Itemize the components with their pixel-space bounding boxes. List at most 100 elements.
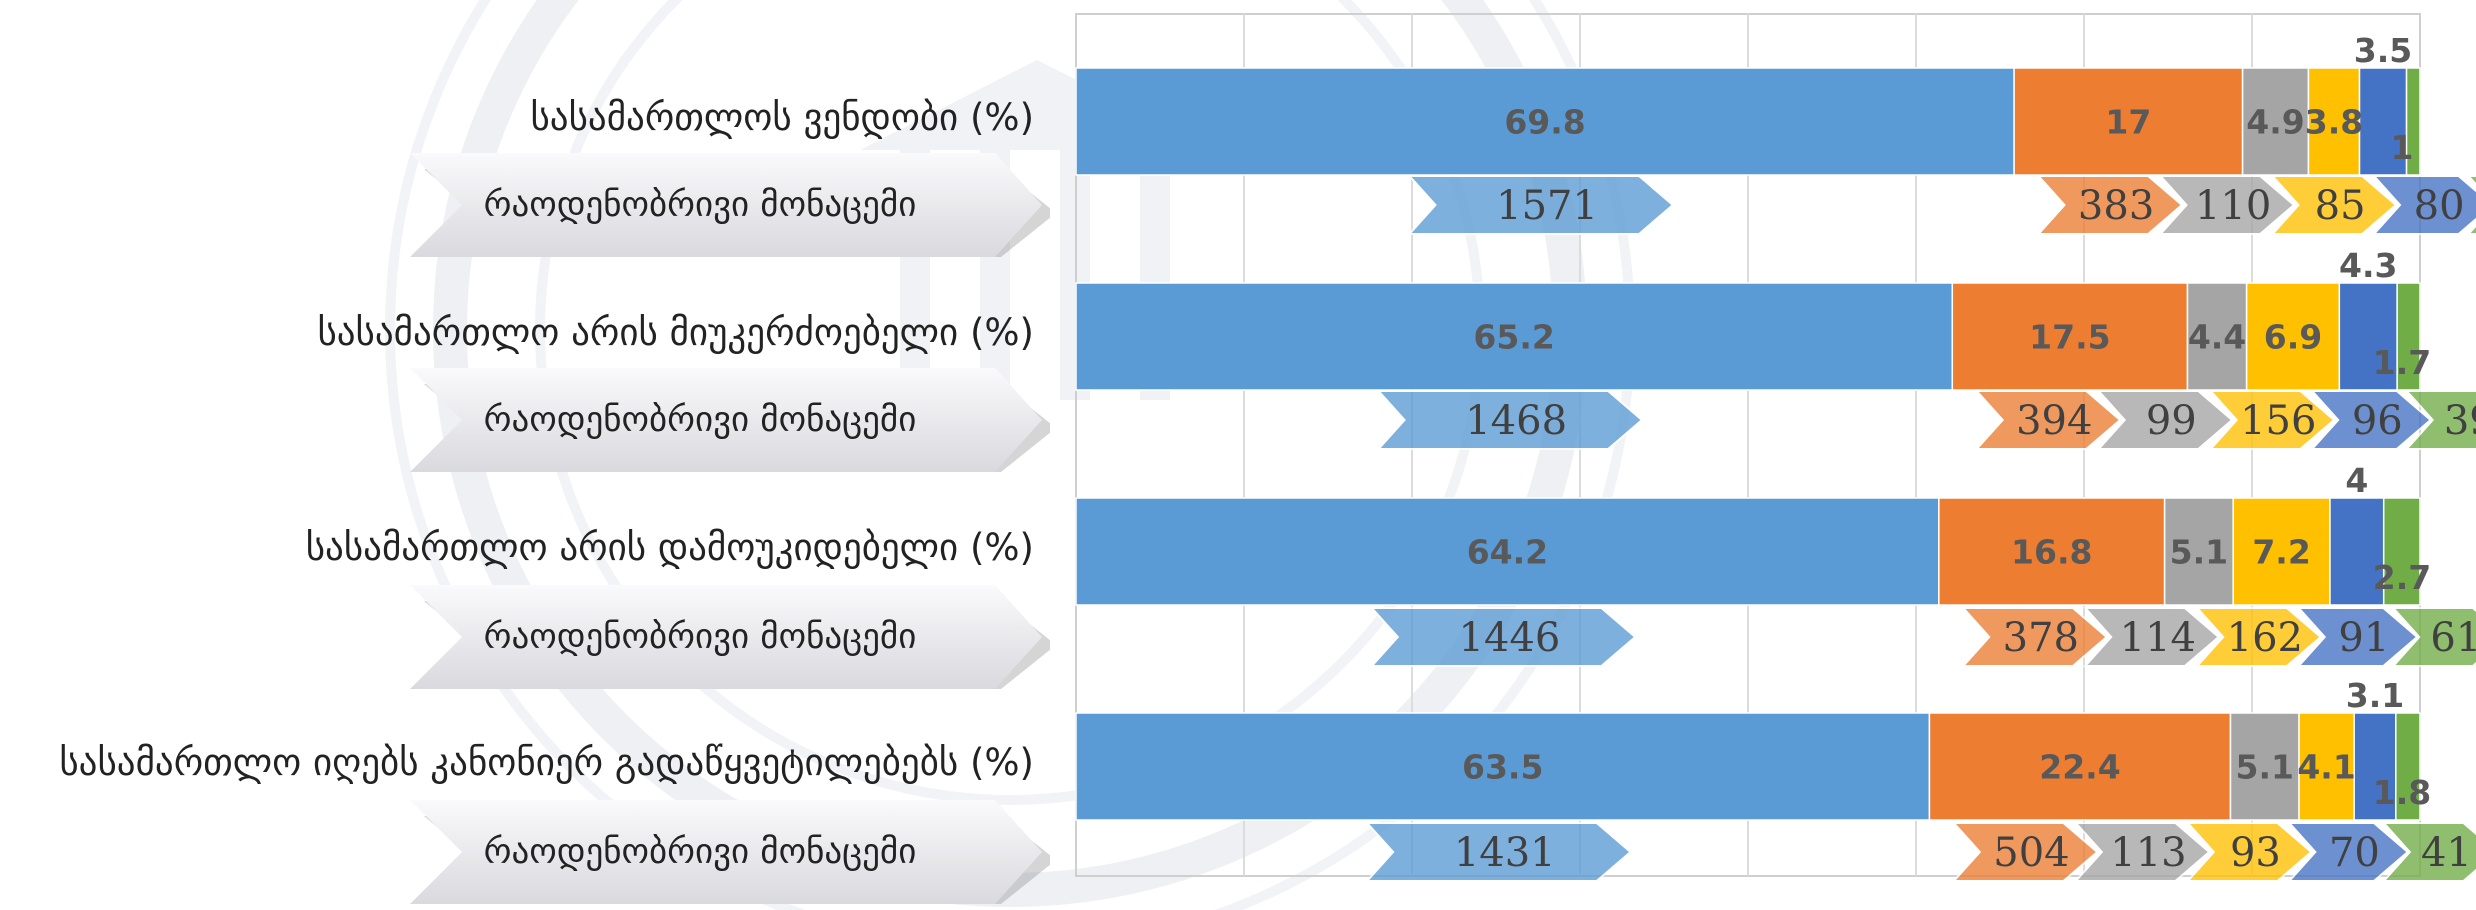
count-chevron — [1407, 175, 1675, 235]
data-label: 1.8 — [2373, 773, 2431, 812]
count-value: 110 — [2195, 183, 2271, 229]
data-label: 2.7 — [2373, 558, 2431, 597]
count-value: 85 — [2315, 183, 2366, 229]
count-chevron — [2287, 822, 2410, 882]
category-label: სასამართლო იღებს კანონიერ გადაწყვეტილებე… — [59, 740, 1034, 784]
bar-segment — [2245, 282, 2341, 391]
count-value: 61 — [2430, 615, 2476, 661]
count-value: 41 — [2421, 830, 2472, 876]
bar-segment — [2186, 282, 2248, 391]
category-label: სასამართლოს ვენდობი (%) — [530, 95, 1034, 139]
count-value: 1446 — [1459, 615, 1561, 661]
data-label: 22.4 — [2039, 748, 2120, 787]
count-value: 91 — [2338, 615, 2389, 661]
data-label: 6.9 — [2264, 318, 2322, 357]
count-chevron — [2208, 390, 2336, 450]
count-value: 504 — [1993, 830, 2069, 876]
count-chevron — [2371, 175, 2476, 235]
count-chevron — [2296, 607, 2419, 667]
count-value: 39 — [2444, 398, 2476, 444]
bar-segment — [1075, 67, 2015, 176]
count-value: 383 — [2078, 183, 2154, 229]
data-label: 5.1 — [2170, 533, 2228, 572]
count-chevron — [2391, 607, 2476, 667]
count-value: 80 — [2414, 183, 2465, 229]
bar-segment — [2358, 67, 2408, 176]
bar-segment — [2338, 282, 2398, 391]
bar-segment — [2307, 67, 2361, 176]
bar-segment — [2329, 497, 2385, 606]
count-value: 1571 — [1496, 183, 1598, 229]
count-chevron — [2073, 822, 2211, 882]
count-value: 93 — [2230, 830, 2281, 876]
data-label: 64.2 — [1467, 533, 1548, 572]
category-label: სასამართლო არის დამოუკიდებელი (%) — [305, 525, 1034, 569]
bar-segment — [2163, 497, 2234, 606]
count-value: 156 — [2240, 398, 2316, 444]
data-label: 1 — [2391, 128, 2414, 167]
bar-segment — [2241, 67, 2310, 176]
count-value: 394 — [2016, 398, 2092, 444]
category-label: სასამართლო არის მიუკერძოებელი (%) — [317, 310, 1034, 354]
count-row-label-text: რაოდენობრივი მონაცემი — [483, 617, 917, 657]
count-chevron — [2404, 390, 2476, 450]
bar-segment — [2353, 712, 2397, 821]
count-row-label: რაოდენობრივი მონაცემი — [410, 585, 1050, 689]
count-chevron — [2096, 390, 2234, 450]
count-row-label: რაოდენობრივი მონაცემი — [410, 153, 1050, 257]
data-label: 4 — [2345, 461, 2368, 500]
data-label: 3.8 — [2305, 103, 2363, 142]
bar-segment — [1951, 282, 2189, 391]
data-label: 69.8 — [1504, 103, 1585, 142]
count-row-label: რაოდენობრივი მონაცემი — [410, 800, 1050, 904]
count-chevron — [1376, 390, 1644, 450]
bar-segment — [1075, 712, 1931, 821]
data-label: 4.9 — [2246, 103, 2304, 142]
count-row-label-text: რაოდენობრივი მონაცემი — [483, 400, 917, 440]
bar-segment — [2298, 712, 2355, 821]
bar-segment — [2382, 497, 2421, 606]
count-value: 1468 — [1465, 398, 1567, 444]
count-chevron — [1364, 822, 1633, 882]
data-label: 3.1 — [2346, 676, 2404, 715]
count-value: 1431 — [1454, 830, 1556, 876]
data-label: 4.4 — [2188, 318, 2246, 357]
data-label: 16.8 — [2011, 533, 2092, 572]
data-label: 4.3 — [2339, 246, 2397, 285]
count-row-label: რაოდენობრივი მონაცემი — [410, 368, 1050, 472]
data-label: 4.1 — [2297, 748, 2355, 787]
count-value: 114 — [2120, 615, 2196, 661]
bar-segment — [2229, 712, 2300, 821]
count-chevron — [2083, 607, 2221, 667]
count-row-label-text: რაოდენობრივი მონაცემი — [483, 185, 917, 225]
count-chevron — [2309, 390, 2433, 450]
bar-segment — [1075, 282, 1954, 391]
data-label: 3.5 — [2354, 31, 2412, 70]
data-label: 17 — [2105, 103, 2151, 142]
data-label: 63.5 — [1462, 748, 1543, 787]
count-chevron — [2185, 822, 2313, 882]
count-chevron — [1369, 607, 1637, 667]
data-label: 65.2 — [1473, 318, 1554, 357]
count-value: 70 — [2329, 830, 2380, 876]
count-chevron — [2158, 175, 2296, 235]
bar-segment — [2395, 712, 2421, 821]
count-value: 378 — [2003, 615, 2079, 661]
count-row-label-text: რაოდენობრივი მონაცემი — [483, 832, 917, 872]
data-label: 1.7 — [2373, 343, 2431, 382]
data-label: 17.5 — [2029, 318, 2110, 357]
count-chevron — [1951, 822, 2099, 882]
bar-segment — [2013, 67, 2244, 176]
count-chevron — [1974, 390, 2122, 450]
count-value: 162 — [2227, 615, 2303, 661]
count-value: 99 — [2146, 398, 2197, 444]
count-chevron — [2195, 607, 2323, 667]
count-value: 113 — [2110, 830, 2186, 876]
data-label: 7.2 — [2252, 533, 2310, 572]
count-chevron — [2466, 175, 2476, 235]
data-label: 5.1 — [2236, 748, 2294, 787]
count-chevron — [2036, 175, 2184, 235]
count-chevron — [2270, 175, 2398, 235]
count-chevron — [1961, 607, 2109, 667]
